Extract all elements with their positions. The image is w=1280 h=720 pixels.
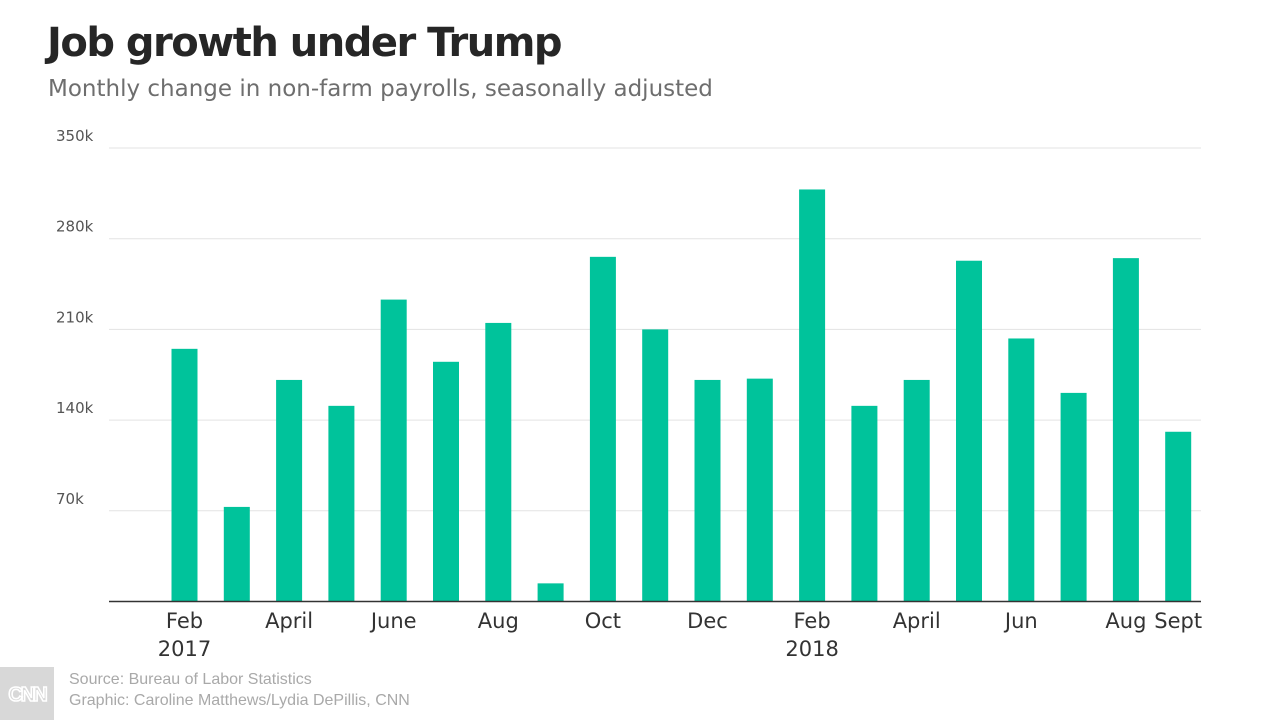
x-tick-year-label: 2017 — [158, 637, 211, 661]
chart-subtitle: Monthly change in non-farm payrolls, sea… — [48, 76, 713, 102]
bars — [171, 189, 1192, 602]
cnn-logo-text: CNN — [8, 684, 47, 706]
x-tick-year-label: 2018 — [785, 637, 838, 661]
y-tick-label: 350k — [56, 127, 94, 145]
bar — [642, 329, 669, 602]
x-tick-label: Sept — [1154, 609, 1202, 633]
x-tick-label: April — [893, 609, 941, 633]
x-tick-label: Feb — [794, 609, 831, 633]
bar — [746, 378, 773, 602]
bar — [1008, 338, 1035, 602]
bar — [276, 379, 303, 602]
x-tick-label: Dec — [687, 609, 728, 633]
x-tick-label: Aug — [1105, 609, 1146, 633]
graphic-credit: Graphic: Caroline Matthews/Lydia DePilli… — [69, 692, 410, 709]
bar — [223, 506, 250, 602]
chart-title: Job growth under Trump — [47, 20, 563, 66]
bar — [1165, 431, 1192, 602]
x-tick-label: Jun — [1003, 609, 1038, 633]
bar — [851, 405, 878, 602]
bar — [380, 299, 407, 602]
y-tick-label: 140k — [56, 399, 94, 417]
bar — [433, 361, 459, 602]
bar — [956, 260, 982, 602]
y-tick-label: 280k — [56, 218, 94, 236]
x-tick-label: April — [265, 609, 313, 633]
x-tick-label: Oct — [585, 609, 621, 633]
bar — [799, 189, 826, 602]
cnn-logo: CNN — [0, 667, 54, 720]
bar — [1060, 392, 1087, 602]
bar — [1112, 258, 1139, 602]
y-tick-label: 70k — [56, 490, 84, 508]
y-tick-label: 210k — [56, 308, 94, 326]
x-tick-label: Feb — [166, 609, 203, 633]
bar — [537, 583, 564, 602]
bar — [694, 379, 721, 602]
bar — [328, 405, 355, 602]
y-axis-ticks: 70k 140k 210k 280k 350k — [56, 127, 94, 508]
bar — [171, 348, 198, 602]
bar — [589, 256, 616, 602]
footer-credits: Source: Bureau of Labor Statistics Graph… — [69, 669, 410, 711]
bar — [485, 322, 512, 602]
bar — [903, 379, 930, 602]
source-text: Source: Bureau of Labor Statistics — [69, 671, 312, 688]
x-tick-label: June — [369, 609, 417, 633]
x-tick-label: Aug — [478, 609, 519, 633]
x-axis-ticks: Feb 2017 April June Aug Oct Dec Feb 2018 April Jun… — [158, 609, 1202, 661]
